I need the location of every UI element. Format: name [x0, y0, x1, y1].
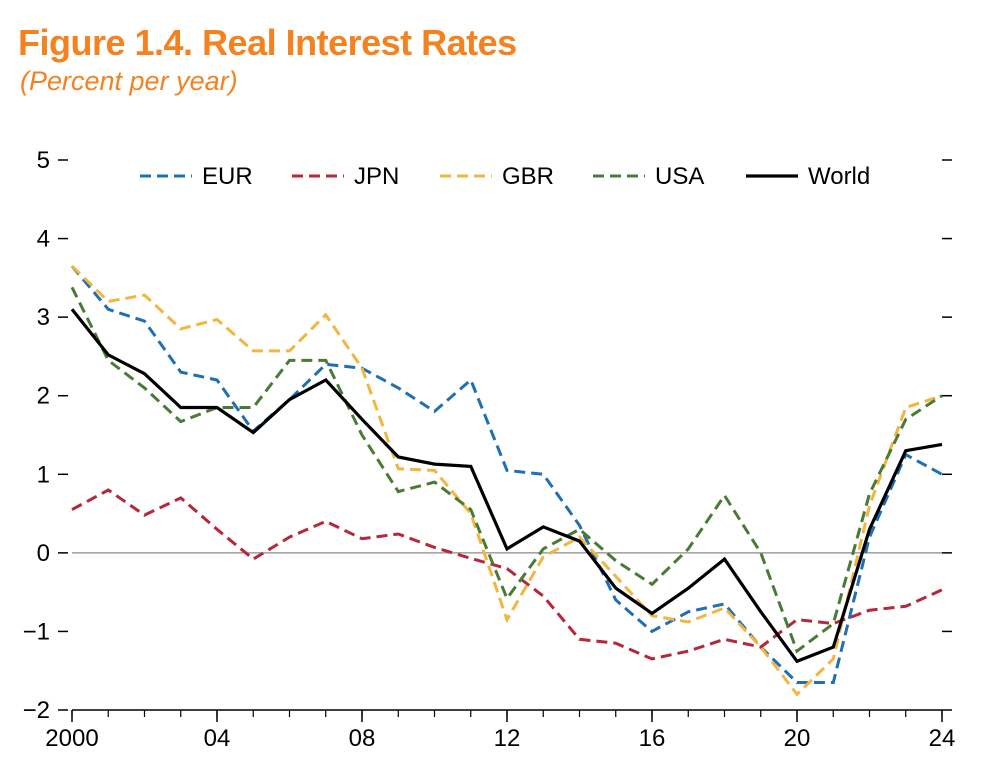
legend-label-world: World	[808, 163, 870, 190]
x-tick-label: 16	[639, 725, 666, 752]
series-line-eur	[70, 265, 943, 684]
x-tick-label: 20	[784, 725, 811, 752]
series-line-gbr	[70, 265, 943, 697]
chart-subtitle: (Percent per year)	[20, 66, 238, 96]
series-line-world	[70, 308, 943, 664]
y-tick-label: −2	[23, 697, 50, 724]
legend-label-usa: USA	[655, 163, 704, 190]
y-tick-label: 4	[37, 226, 50, 253]
legend-label-gbr: GBR	[502, 163, 554, 190]
x-tick-label: 08	[349, 725, 376, 752]
chart-title: Figure 1.4. Real Interest Rates	[18, 22, 517, 63]
y-tick-label: 5	[37, 147, 50, 174]
series-lines	[70, 265, 943, 697]
series-line-jpn	[71, 488, 943, 661]
legend-label-eur: EUR	[202, 163, 253, 190]
y-tick-label: 1	[37, 461, 50, 488]
y-tick-label: 0	[37, 540, 50, 567]
y-tick-label: 3	[37, 304, 50, 331]
legend: EUR JPN GBR USA World	[140, 163, 870, 190]
y-tick-label: −1	[23, 618, 50, 645]
x-tick-label: 24	[929, 725, 956, 752]
y-tick-label: 2	[37, 383, 50, 410]
legend-label-jpn: JPN	[354, 163, 399, 190]
x-tick-label: 12	[494, 725, 521, 752]
x-tick-label: 2000	[45, 725, 98, 752]
series-line-usa	[70, 286, 943, 654]
x-tick-label: 04	[204, 725, 231, 752]
